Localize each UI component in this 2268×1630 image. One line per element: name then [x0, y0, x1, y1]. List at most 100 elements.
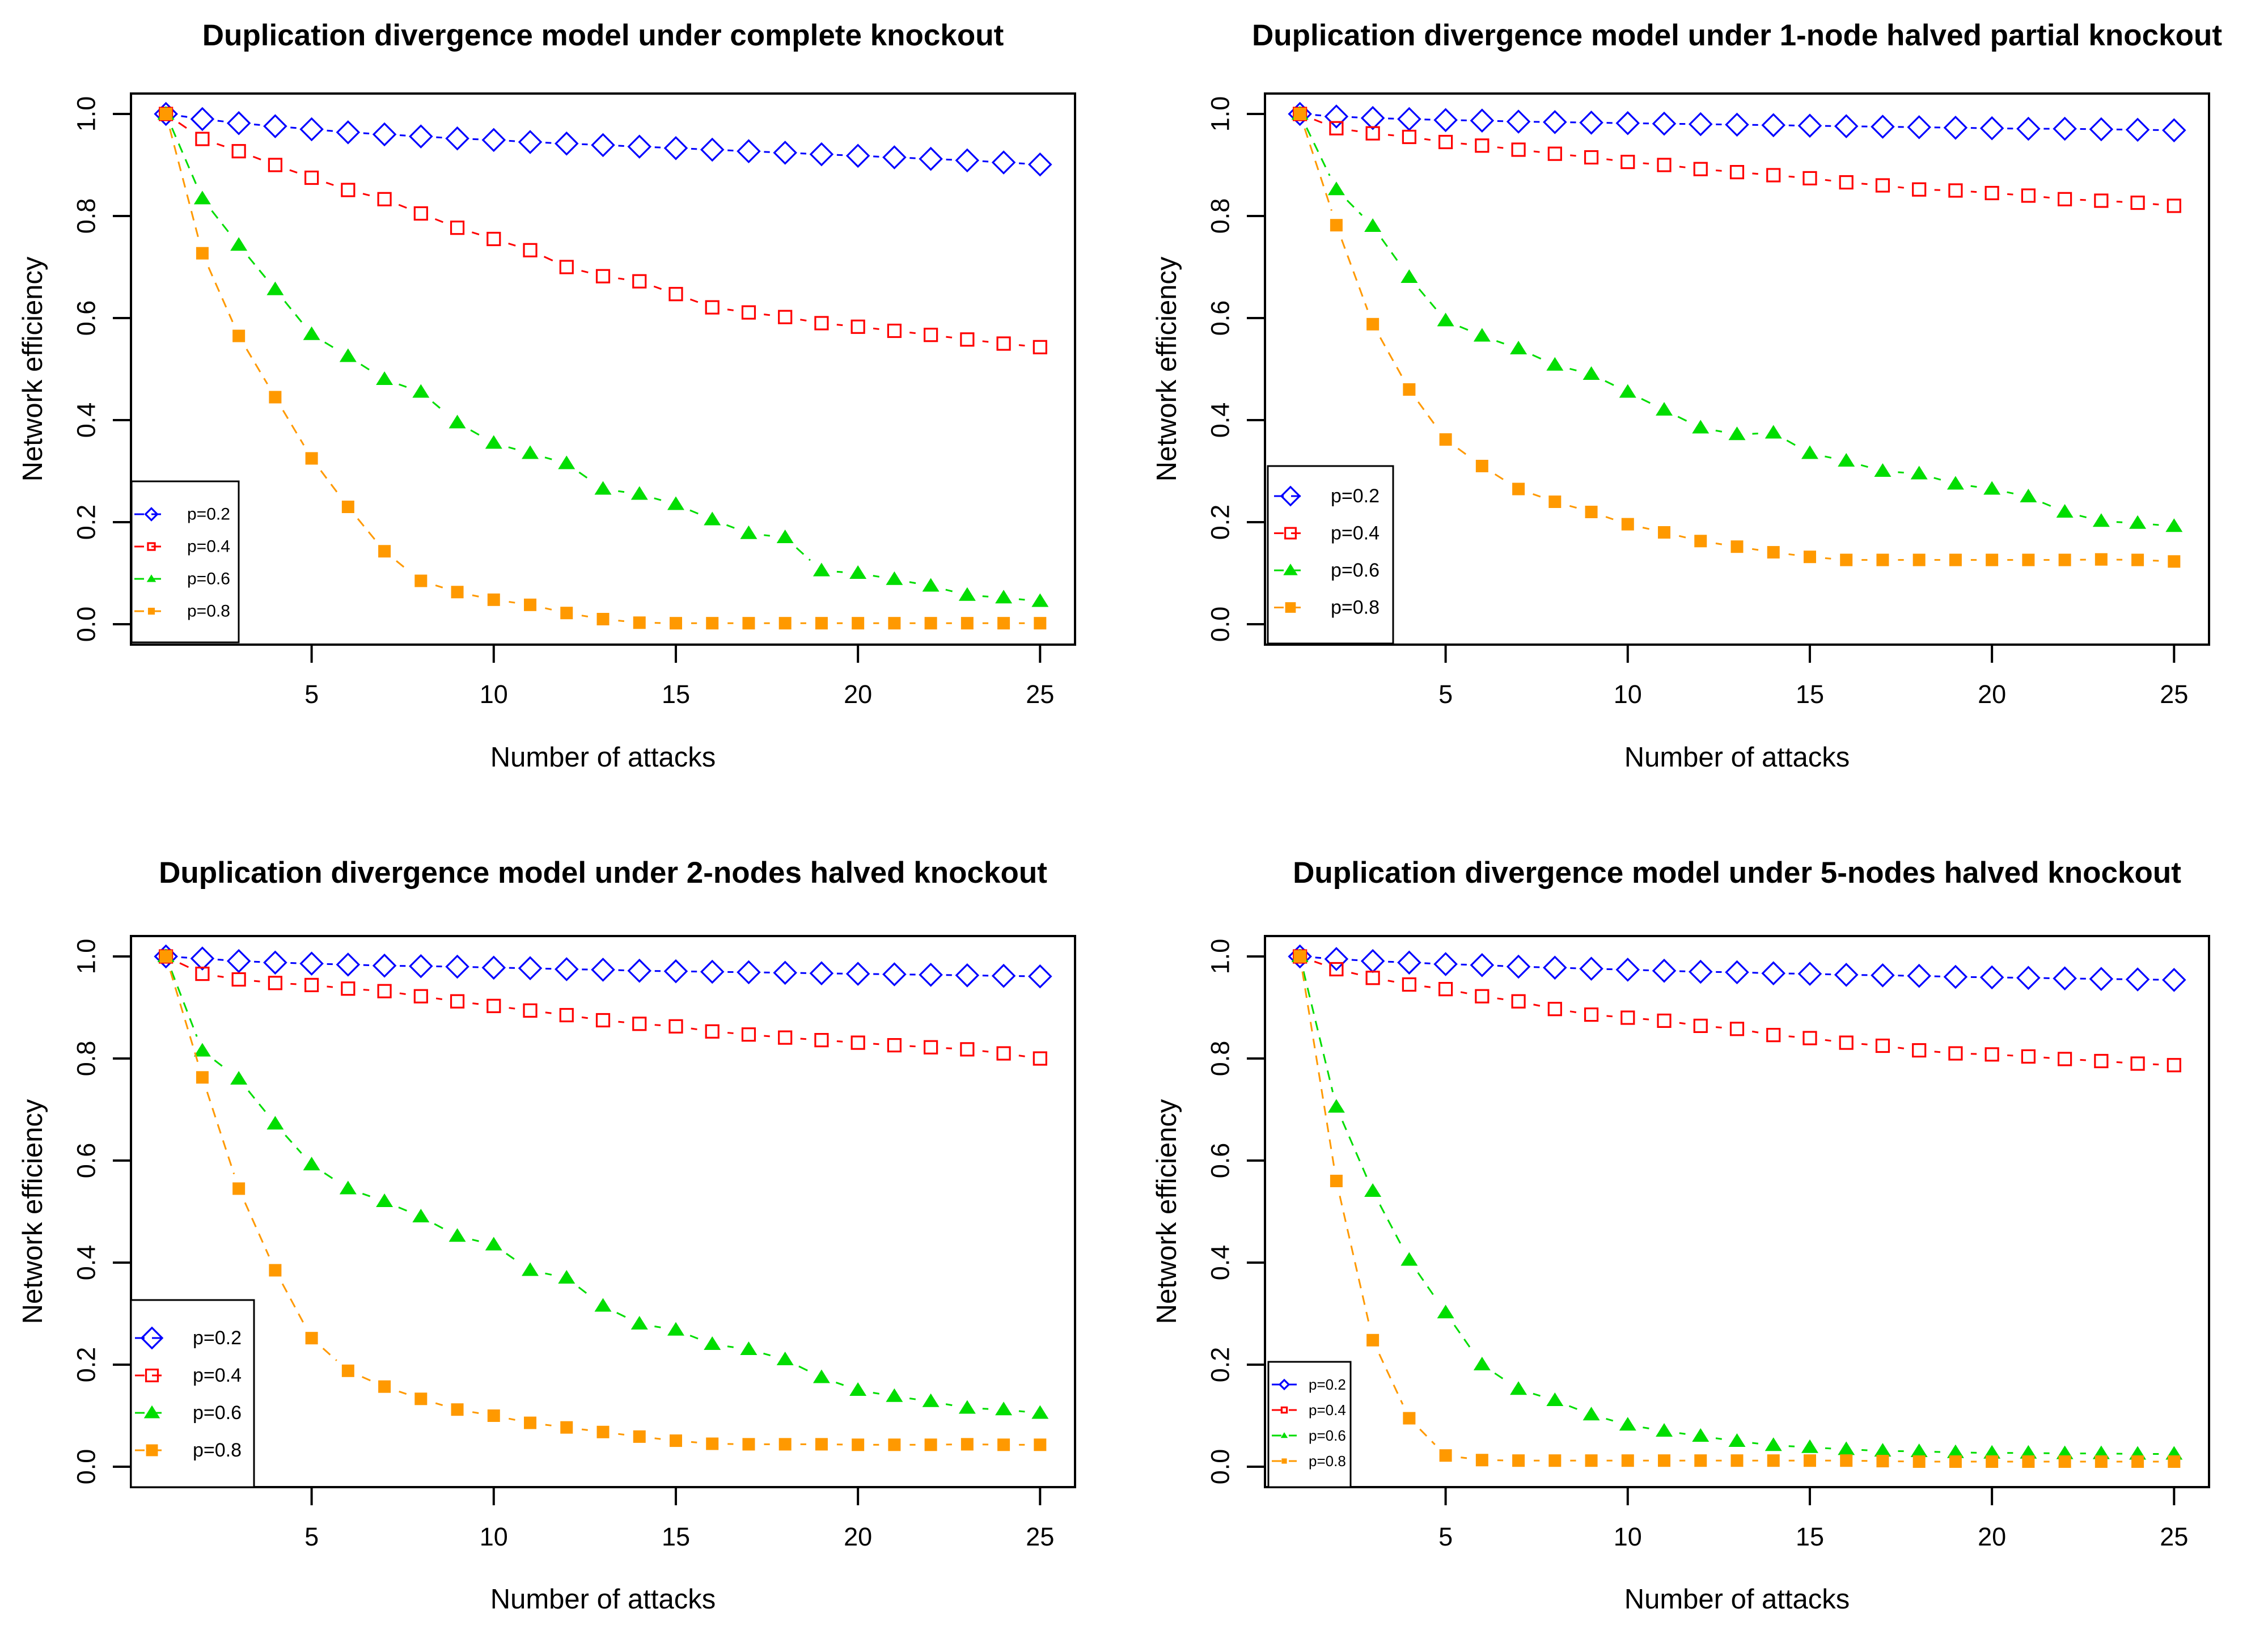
- y-tick-label: 1.0: [72, 939, 101, 975]
- marker-filled-square: [1694, 1454, 1707, 1467]
- marker-open-diamond: [483, 129, 505, 151]
- marker-open-diamond: [447, 128, 468, 149]
- marker-filled-square: [1403, 1412, 1415, 1425]
- series-line-segment: [1533, 355, 1541, 359]
- series-line-segment: [218, 959, 223, 960]
- series-line-segment: [799, 1366, 808, 1371]
- marker-filled-square: [560, 607, 573, 619]
- marker-open-diamond: [629, 960, 650, 981]
- marker-filled-square: [1294, 950, 1306, 963]
- marker-filled-square: [2168, 555, 2180, 568]
- series-line-segment: [436, 137, 442, 138]
- series-line-segment: [1347, 200, 1362, 215]
- series-line-segment: [1716, 170, 1721, 171]
- series-line-segment: [1388, 981, 1394, 982]
- marker-filled-triangle: [1911, 466, 1928, 480]
- y-tick-label: 1.0: [72, 96, 101, 132]
- series-line-segment: [1019, 345, 1025, 346]
- marker-filled-square: [961, 1438, 974, 1450]
- series-line-segment: [946, 590, 953, 591]
- series-line-segment: [764, 314, 770, 315]
- marker-open-diamond: [1653, 113, 1675, 134]
- y-tick-label: 0.2: [72, 505, 101, 540]
- marker-open-diamond: [993, 965, 1014, 987]
- marker-filled-square: [597, 1426, 610, 1438]
- marker-filled-square: [2022, 554, 2034, 566]
- series-p-0-2: [1289, 103, 2185, 141]
- marker-open-diamond: [556, 959, 577, 980]
- marker-open-diamond: [1763, 115, 1784, 136]
- series-line-segment: [1340, 1196, 1369, 1325]
- marker-filled-square: [342, 1365, 354, 1377]
- series-line-segment: [1569, 1406, 1577, 1409]
- series-line-segment: [509, 1419, 515, 1420]
- marker-open-diamond: [1435, 109, 1457, 131]
- series-line-segment: [691, 1028, 697, 1030]
- marker-open-diamond: [1617, 959, 1639, 980]
- marker-filled-square: [1876, 554, 1889, 566]
- marker-filled-triangle: [230, 1071, 247, 1085]
- series-line-segment: [690, 299, 697, 302]
- marker-open-diamond: [811, 963, 832, 984]
- marker-open-diamond: [2091, 968, 2112, 990]
- series-line-segment: [509, 1008, 515, 1009]
- marker-open-diamond: [957, 150, 978, 171]
- marker-filled-triangle: [631, 486, 648, 500]
- marker-filled-triangle: [1364, 218, 1381, 232]
- marker-open-square: [524, 244, 536, 256]
- marker-filled-square: [1512, 1454, 1525, 1467]
- y-tick-label: 0.0: [1206, 1449, 1235, 1485]
- marker-filled-triangle: [1656, 1423, 1673, 1437]
- marker-open-diamond: [1326, 106, 1347, 128]
- marker-filled-triangle: [1437, 313, 1454, 327]
- legend-label: p=0.6: [1309, 1427, 1346, 1444]
- series-line-segment: [363, 194, 370, 196]
- marker-open-square: [670, 1020, 682, 1032]
- marker-open-diamond: [1029, 154, 1051, 175]
- marker-open-square: [232, 145, 245, 158]
- marker-filled-triangle: [995, 590, 1012, 603]
- marker-filled-triangle: [1400, 269, 1417, 283]
- y-tick-label: 0.0: [72, 1449, 101, 1485]
- series-line-segment: [579, 1287, 591, 1297]
- marker-open-square: [1840, 1036, 1852, 1049]
- marker-open-square: [269, 159, 281, 171]
- marker-open-diamond: [1872, 116, 1893, 138]
- marker-filled-square: [852, 1438, 864, 1451]
- series-line-segment: [1418, 402, 1436, 427]
- marker-open-square: [997, 337, 1010, 350]
- series-line-segment: [1533, 494, 1541, 497]
- x-axis-title: Number of attacks: [1624, 1584, 1850, 1615]
- marker-open-diamond: [410, 126, 431, 147]
- plot-title: Duplication divergence model under 5-nod…: [1293, 856, 2181, 890]
- x-tick-label: 10: [480, 680, 508, 709]
- series-line-segment: [797, 548, 810, 560]
- marker-open-square: [597, 1014, 610, 1027]
- marker-filled-triangle: [2165, 518, 2182, 532]
- marker-filled-triangle: [558, 1270, 575, 1284]
- series-line-segment: [1352, 130, 1358, 132]
- series-line-segment: [764, 535, 770, 536]
- marker-open-square: [2131, 1057, 2144, 1070]
- marker-filled-square: [1949, 1455, 1962, 1468]
- series-line-segment: [1789, 176, 1795, 177]
- marker-filled-square: [2095, 1455, 2108, 1468]
- series-line-segment: [435, 585, 443, 587]
- marker-open-diamond: [1727, 114, 1748, 136]
- marker-filled-square: [2059, 1455, 2071, 1468]
- marker-open-diamond: [1435, 954, 1457, 975]
- marker-open-square: [1512, 995, 1525, 1007]
- series-line-segment: [1497, 147, 1504, 148]
- marker-open-square: [1804, 172, 1816, 184]
- series-line-segment: [1019, 599, 1025, 600]
- marker-open-square: [1658, 1014, 1670, 1027]
- x-tick-label: 15: [662, 680, 690, 709]
- x-tick-label: 5: [1438, 680, 1453, 709]
- marker-open-square: [1658, 159, 1670, 171]
- marker-filled-triangle: [2093, 513, 2110, 527]
- marker-filled-square: [1476, 460, 1488, 472]
- plot-box: [1265, 936, 2209, 1487]
- marker-filled-square: [670, 617, 682, 629]
- series-line-segment: [2007, 1055, 2013, 1056]
